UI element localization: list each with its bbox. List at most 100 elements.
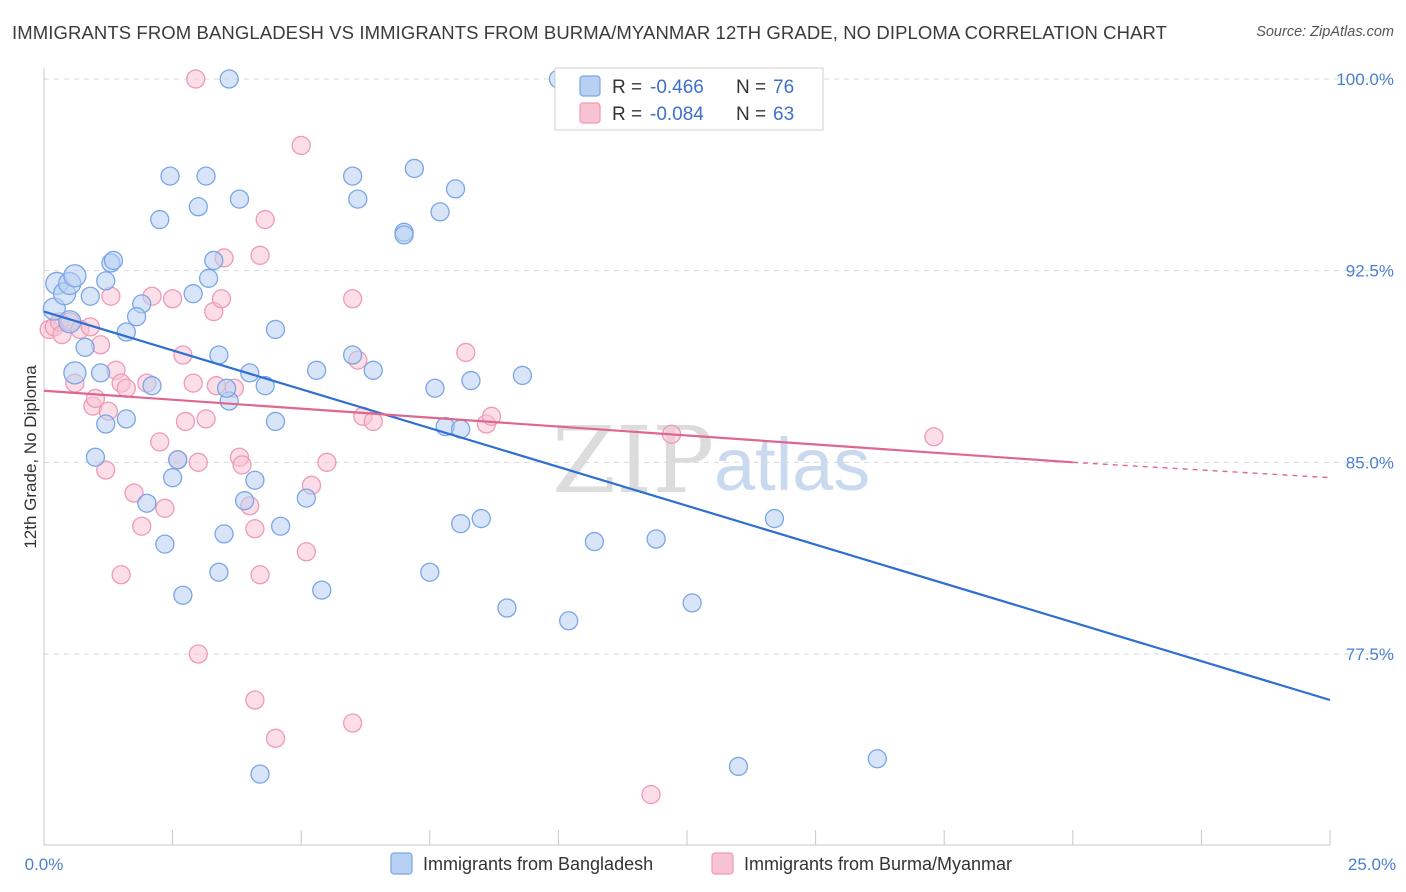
bangladesh-point-57 [245,470,265,490]
y-tick-label-1: 92.5% [1346,262,1394,281]
bangladesh-point-20 [150,209,170,230]
bangladesh-point-29 [216,378,237,398]
bangladesh-point-38 [348,189,368,209]
burma-point-55 [186,69,206,89]
burma-point-50 [188,644,208,664]
bangladesh-point-36 [306,360,327,380]
burma-point-45 [317,452,337,472]
bangladesh-point-4 [63,264,87,288]
watermark-zip: ZIP [552,407,714,514]
bangladesh-point-33 [255,376,275,396]
legend-swatch-blue [579,75,601,97]
bangladesh-point-69 [646,529,666,549]
trend-lines [43,310,1331,702]
bangladesh-point-12 [103,250,124,271]
series-bangladesh-points [42,69,887,784]
bangladesh-point-63 [451,514,471,534]
bangladesh-point-70 [682,593,702,613]
bangladesh-point-46 [445,179,466,199]
bangladesh-point-16 [116,409,136,429]
bangladesh-point-34 [265,319,286,340]
burma-point-49 [363,411,383,432]
bangladesh-point-59 [270,516,291,536]
bangladesh-point-25 [204,250,224,271]
bangladesh-point-60 [296,488,316,508]
burma-point-39 [250,565,270,585]
bangladesh-point-37 [342,166,363,186]
bangladesh-point-15 [126,307,147,327]
bangladesh-point-47 [461,370,481,391]
burma-point-36 [232,455,252,475]
burma-point-54 [111,565,131,585]
bangladesh-point-9 [90,363,111,383]
bangladesh-point-68 [512,365,533,386]
burma-point-29 [196,409,216,429]
burma-point-32 [211,289,232,309]
stats-legend: R = -0.466 N = 76 R = -0.084 N = 63 [554,67,824,131]
legend-n-label-blue: N = [736,77,766,98]
bangladesh-point-27 [209,345,229,365]
bangladesh-point-62 [420,562,440,582]
bangladesh-point-50 [162,468,183,488]
burma-point-15 [116,378,136,398]
bangladesh-point-24 [196,166,216,186]
burma-point-7 [80,317,100,337]
bangladesh-point-8 [80,286,100,306]
burma-point-42 [291,135,311,156]
x-tick-label-max: 25.0% [1348,855,1396,874]
bangladesh-point-31 [219,69,239,89]
bangladesh-point-40 [363,360,383,380]
bangladesh-point-18 [85,447,106,467]
bangladesh-point-73 [728,756,749,777]
burma-point-27 [183,373,203,393]
burma-point-38 [245,519,265,539]
burma-point-51 [245,690,265,710]
bangladesh-point-6 [63,361,87,385]
x-tick-label-min: 0.0% [25,855,64,874]
burma-point-61 [641,784,661,805]
series-legend-swatch-burma [711,852,734,875]
burma-point-28 [188,452,208,472]
legend-n-value-pink: 63 [773,104,794,125]
bangladesh-point-71 [764,508,785,529]
series-legend-swatch-bangladesh [390,852,413,875]
bangladesh-point-26 [198,268,219,288]
bangladesh-point-72 [250,764,270,784]
burma-point-22 [155,498,175,518]
burma-point-26 [175,411,196,432]
legend-r-value-pink: -0.084 [650,104,704,125]
legend-r-label-pink: R = [612,104,642,125]
burma-point-25 [173,345,193,365]
bangladesh-point-67 [584,531,605,552]
bangladesh-point-44 [430,202,450,222]
bangladesh-point-53 [155,534,175,554]
trend-line-bangladesh [43,310,1331,702]
bangladesh-point-7 [75,337,95,357]
bangladesh-point-56 [173,585,193,605]
bangladesh-point-13 [116,322,136,342]
watermark-atlas: atlas [714,423,870,506]
bangladesh-point-30 [229,189,250,209]
series-legend-label-bangladesh: Immigrants from Bangladesh [423,854,653,874]
burma-point-43 [296,542,316,562]
series-legend-label-burma: Immigrants from Burma/Myanmar [744,854,1012,874]
bangladesh-point-55 [209,562,229,582]
legend-n-value-blue: 76 [773,77,794,98]
bangladesh-point-19 [142,376,162,396]
bangladesh-point-61 [312,580,332,600]
burma-point-11 [96,460,116,480]
trend-line-burma-extension [1072,461,1331,479]
bangladesh-point-21 [183,284,203,304]
bangladesh-point-66 [559,611,579,631]
trend-line-burma [43,389,1073,464]
legend-swatch-pink [579,102,601,124]
burma-point-18 [132,516,152,536]
bangladesh-point-43 [394,225,414,245]
bangladesh-point-48 [425,378,445,398]
y-tick-labels: 100.0% 92.5% 85.0% 77.5% [1336,70,1394,664]
bangladesh-point-39 [342,345,363,365]
bangladesh-point-51 [168,450,188,470]
bangladesh-point-58 [234,491,255,511]
bangladesh-point-23 [188,197,208,217]
